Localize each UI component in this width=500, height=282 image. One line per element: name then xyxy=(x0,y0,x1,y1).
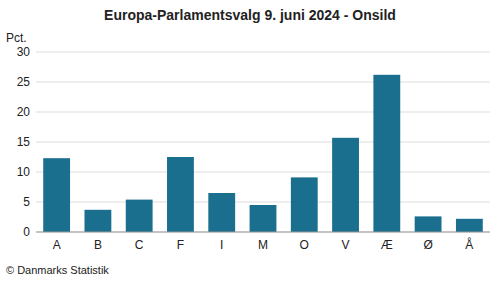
grid-line xyxy=(36,232,490,233)
bar xyxy=(250,205,277,232)
title: Europa-Parlamentsvalg 9. juni 2024 - Ons… xyxy=(104,7,396,23)
bar xyxy=(43,158,70,232)
x-tick-label: F xyxy=(177,238,184,252)
x-tick-label: Æ xyxy=(381,238,393,252)
bars xyxy=(43,75,483,232)
chart-container: Europa-Parlamentsvalg 9. juni 2024 - Ons… xyxy=(0,0,500,282)
y-tick-label: 20 xyxy=(17,105,31,119)
x-tick-label: B xyxy=(94,238,102,252)
y-tick-label: 5 xyxy=(23,195,30,209)
y-axis-label: Pct. xyxy=(6,31,27,45)
y-tick-label: 25 xyxy=(17,75,31,89)
bar xyxy=(167,157,194,232)
x-tick-label: O xyxy=(300,238,309,252)
grid-line xyxy=(36,142,490,143)
bar xyxy=(208,193,235,232)
bar xyxy=(84,210,111,232)
x-tick-label: A xyxy=(53,238,61,252)
grid-line xyxy=(36,82,490,83)
bar xyxy=(291,177,318,232)
grid-line xyxy=(36,112,490,113)
y-tick-label: 15 xyxy=(17,135,31,149)
grid-line xyxy=(36,202,490,203)
bar xyxy=(332,138,359,232)
bar xyxy=(373,75,400,232)
y-tick-label: 10 xyxy=(17,165,31,179)
y-tick-label: 0 xyxy=(23,225,30,239)
grid-line xyxy=(36,52,490,53)
chart: Europa-Parlamentsvalg 9. juni 2024 - Ons… xyxy=(0,0,500,282)
bar xyxy=(415,216,442,232)
y-tick-label: 30 xyxy=(17,45,31,59)
x-tick-label: Å xyxy=(465,237,473,252)
footer: © Danmarks Statistik xyxy=(6,264,109,276)
grid-line xyxy=(36,172,490,173)
x-tick-label: M xyxy=(258,238,268,252)
x-tick-label: V xyxy=(342,238,350,252)
x-tick-label: Ø xyxy=(423,238,432,252)
x-tick-label: I xyxy=(220,238,223,252)
grid xyxy=(36,52,490,232)
x-axis-line xyxy=(36,232,490,233)
bar xyxy=(456,219,483,232)
x-tick-label: C xyxy=(135,238,144,252)
bar xyxy=(126,200,153,232)
